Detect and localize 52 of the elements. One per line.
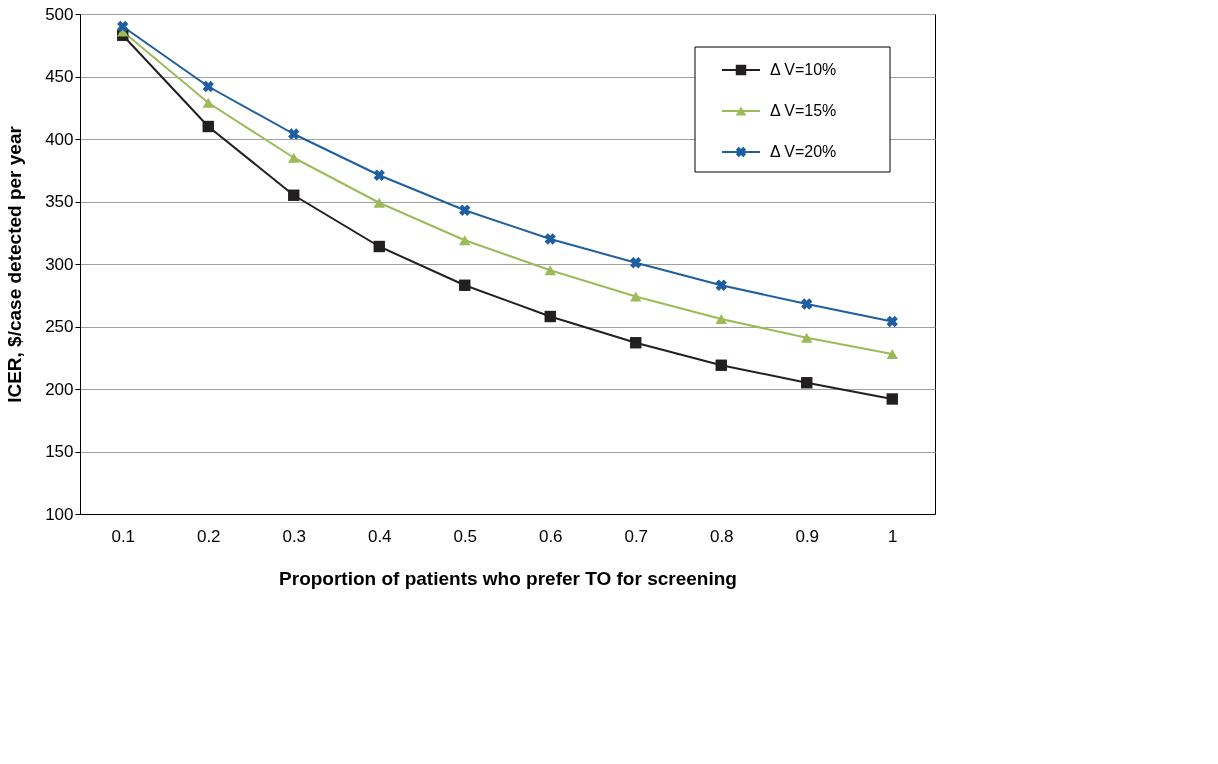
x-tick-label: 0.3: [282, 526, 307, 546]
point: [288, 128, 300, 140]
point: [544, 310, 556, 323]
x-tick-label: 0.7: [624, 526, 649, 546]
legend-label: Δ V=15%: [770, 102, 837, 119]
y-tick-label: 300: [45, 254, 74, 274]
x-tick-label: 1: [888, 526, 898, 546]
point: [288, 189, 300, 201]
x-tick-label: 0.6: [538, 526, 563, 546]
point: [288, 152, 300, 163]
point: [715, 359, 727, 371]
point: [373, 169, 385, 181]
point: [202, 97, 214, 108]
x-tick-label: 0.2: [196, 526, 221, 546]
point: [801, 298, 813, 310]
point: [630, 291, 642, 302]
point: [202, 80, 214, 93]
point: [459, 204, 471, 216]
point: [715, 279, 727, 291]
y-tick-label: 500: [45, 4, 74, 24]
legend-label: Δ V=20%: [770, 143, 837, 160]
y-tick-label: 150: [45, 442, 74, 461]
x-tick-label: 0.5: [453, 526, 478, 546]
point: [886, 393, 898, 405]
x-tick-label: 0.9: [795, 526, 820, 546]
point: [886, 315, 898, 328]
y-tick-label: 450: [45, 67, 74, 86]
point: [459, 279, 471, 291]
x-tick-label: 0.8: [709, 526, 734, 546]
point: [886, 349, 898, 359]
point: [117, 20, 129, 33]
legend-label: Δ V=10%: [770, 61, 837, 78]
point: [715, 314, 727, 324]
x-tick-label: 0.4: [367, 526, 392, 546]
x-tick-label: 0.1: [111, 526, 136, 546]
point: [544, 233, 556, 245]
y-tick-label: 250: [45, 317, 74, 336]
point: [373, 197, 385, 208]
y-axis-title: ICER, $/case detected per year: [4, 125, 26, 403]
y-tick-label: 100: [45, 504, 74, 524]
point: [202, 120, 214, 133]
y-tick-label: 350: [45, 192, 74, 211]
point: [544, 265, 556, 276]
y-tick-label: 200: [45, 379, 74, 399]
point: [630, 337, 642, 349]
y-tick-label: 400: [45, 129, 74, 149]
point: [801, 332, 813, 343]
point: [459, 235, 471, 246]
x-axis-title: Proportion of patients who prefer TO for screening: [279, 567, 737, 589]
point: [630, 257, 642, 269]
point: [801, 377, 813, 389]
point: [373, 240, 385, 253]
